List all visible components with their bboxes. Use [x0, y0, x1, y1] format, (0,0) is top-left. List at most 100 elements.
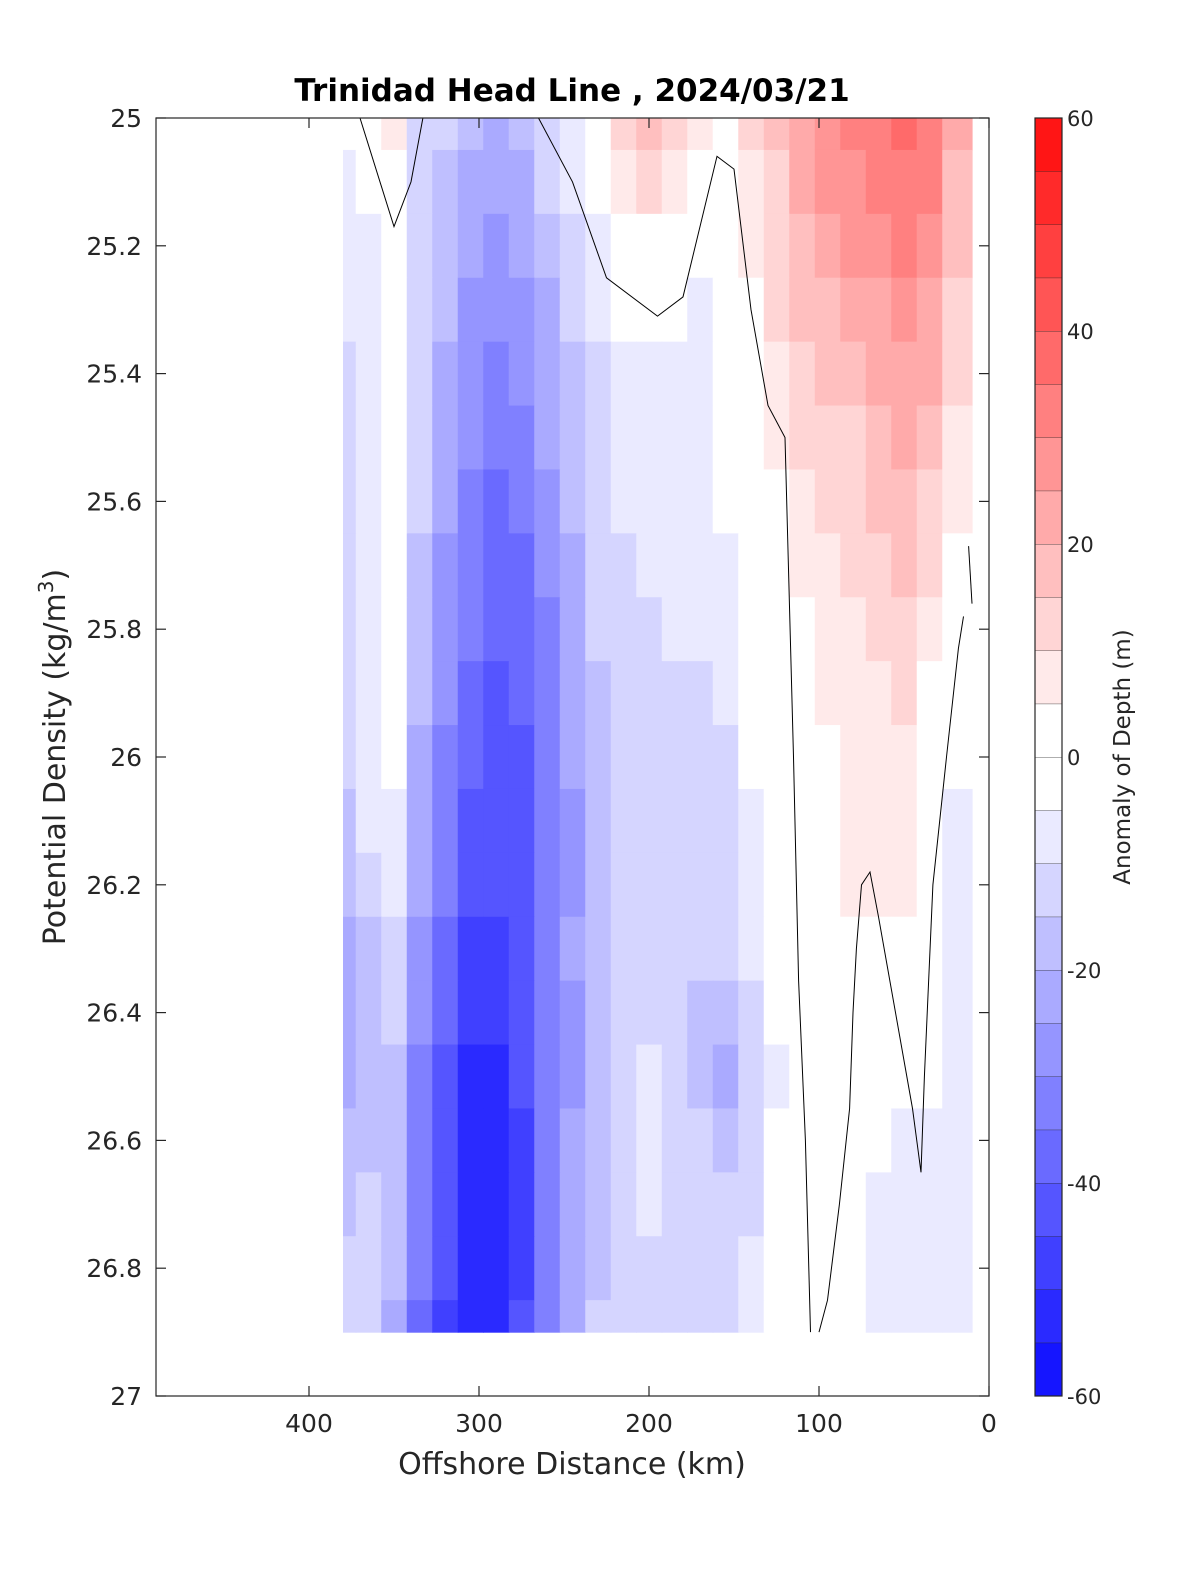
contour-cell [636, 405, 663, 471]
contour-cell [763, 341, 790, 407]
contour-cell [636, 469, 663, 534]
colorbar-swatch [1035, 1129, 1062, 1183]
contour-cell [355, 916, 382, 982]
contour-cell [814, 852, 841, 918]
contour-cell [840, 661, 867, 726]
contour-cell [508, 1172, 535, 1237]
contour-fill-layer [343, 118, 973, 1333]
contour-cell [381, 118, 408, 151]
contour-cell [381, 1108, 408, 1173]
chart-title: Trinidad Head Line , 2024/03/21 [294, 73, 849, 109]
contour-cell [916, 1236, 943, 1301]
contour-cell [343, 533, 357, 598]
contour-cell [840, 1108, 867, 1173]
colorbar-swatch [1035, 544, 1062, 598]
contour-cell [343, 1044, 357, 1110]
colorbar-tick-label: -20 [1067, 959, 1101, 983]
colorbar-swatch [1035, 863, 1062, 917]
contour-cell [636, 1108, 663, 1173]
contour-cell [343, 118, 357, 151]
contour-cell [483, 980, 510, 1046]
contour-cell [406, 788, 433, 854]
zero-contour-line [968, 546, 973, 604]
x-tick-label: 300 [455, 1409, 503, 1438]
contour-cell [712, 852, 739, 918]
contour-cell [355, 852, 382, 918]
contour-cell [738, 852, 765, 918]
contour-cell [610, 852, 637, 918]
contour-cell [534, 341, 561, 407]
contour-cell [763, 533, 790, 598]
contour-cell [406, 341, 433, 407]
contour-cell [406, 277, 433, 343]
contour-cell [534, 1300, 561, 1333]
contour-cell [432, 788, 459, 854]
zero-contour-lines [359, 117, 973, 1333]
contour-cell [406, 533, 433, 598]
contour-cell [355, 1044, 382, 1110]
colorbar-swatch [1035, 597, 1062, 651]
colorbar-swatch [1035, 1023, 1062, 1077]
contour-cell [942, 1300, 973, 1333]
contour-cell [508, 788, 535, 854]
zero-contour-line [818, 616, 964, 1333]
contour-cell [916, 405, 943, 471]
contour-cell [559, 213, 586, 279]
contour-cell [916, 533, 943, 598]
contour-cell [457, 1108, 484, 1173]
contour-cell [687, 533, 714, 598]
contour-cell [916, 277, 943, 343]
colorbar-swatch [1035, 1289, 1062, 1343]
contour-cell [763, 1172, 790, 1237]
contour-cell [355, 277, 382, 343]
contour-cell [891, 1044, 918, 1110]
contour-cell [483, 661, 510, 726]
contour-cell [814, 980, 841, 1046]
contour-cell [840, 916, 867, 982]
contour-cell [942, 341, 973, 407]
contour-cell [763, 469, 790, 534]
contour-cell [559, 1108, 586, 1173]
contour-cell [559, 980, 586, 1046]
contour-cell [432, 1044, 459, 1110]
contour-cell [916, 1172, 943, 1237]
x-axis-label: Offshore Distance (km) [398, 1447, 746, 1482]
colorbar-swatch [1035, 1342, 1062, 1396]
contour-cell [865, 1236, 892, 1301]
contour-cell [381, 597, 408, 662]
contour-cell [865, 213, 892, 279]
contour-cell [687, 341, 714, 407]
contour-cell [406, 1300, 433, 1333]
contour-cell [789, 1172, 816, 1237]
y-axis-label-superscript: 3 [34, 580, 58, 593]
colorbar-swatch [1035, 437, 1062, 491]
contour-cell [585, 916, 612, 982]
contour-cell [942, 1044, 973, 1110]
contour-cell [738, 1172, 765, 1237]
contour-cell [343, 788, 357, 854]
contour-cell [916, 852, 943, 918]
contour-cell [457, 1044, 484, 1110]
contour-cell [738, 597, 765, 662]
contour-cell [661, 213, 688, 279]
contour-cell [534, 661, 561, 726]
contour-cell [559, 916, 586, 982]
contour-cell [840, 1236, 867, 1301]
contour-cell [738, 788, 765, 854]
contour-cell [738, 661, 765, 726]
contour-cell [406, 661, 433, 726]
contour-cell [687, 916, 714, 982]
contour-cell [534, 533, 561, 598]
contour-cell [355, 1300, 382, 1333]
contour-cell [763, 788, 790, 854]
contour-cell [738, 1300, 765, 1333]
contour-cell [457, 661, 484, 726]
colorbar-tick-label: 40 [1067, 320, 1094, 344]
contour-cell [432, 1172, 459, 1237]
contour-cell [483, 469, 510, 534]
contour-cell [355, 1108, 382, 1173]
contour-cell [381, 1300, 408, 1333]
colorbar-frame [1034, 117, 1063, 1397]
contour-cell [865, 852, 892, 918]
contour-cell [814, 533, 841, 598]
